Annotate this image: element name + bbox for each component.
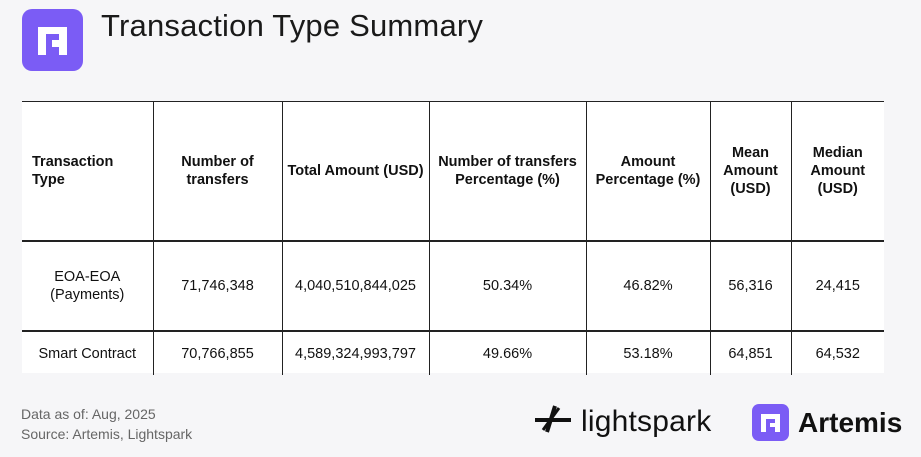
table-cell: 64,851: [709, 331, 791, 375]
data-as-of-note: Data as of: Aug, 2025: [21, 406, 156, 422]
artemis-wordmark: Artemis: [798, 406, 903, 438]
table-cell: 64,532: [790, 331, 884, 375]
page-title: Transaction Type Summary: [101, 8, 484, 43]
column-header-median-amount: Median Amount (USD): [790, 102, 884, 242]
table-cell: Smart Contract: [38, 345, 137, 362]
table-cell: 56,316: [709, 241, 791, 332]
column-header-transaction-type: Transaction Type: [22, 102, 153, 242]
table-cell: 53.18%: [585, 331, 710, 375]
column-header-amount-percentage: Amount Percentage (%): [585, 102, 710, 242]
table-cell: 49.66%: [428, 331, 586, 375]
table-header-row: Transaction Type Number of transfers Tot…: [22, 102, 884, 242]
table-cell: 4,589,324,993,797: [281, 331, 429, 375]
column-header-number-of-transfers: Number of transfers: [152, 102, 282, 242]
source-note: Source: Artemis, Lightspark: [21, 426, 193, 442]
table-row: Smart Contract 70,766,855 4,589,324,993,…: [22, 331, 884, 375]
column-header-transfers-percentage: Number of transfers Percentage (%): [428, 102, 586, 242]
lightspark-wordmark: lightspark: [581, 404, 712, 438]
artemis-logo-icon: [22, 9, 83, 71]
lightspark-icon: [533, 404, 573, 439]
table-cell: 4,040,510,844,025: [281, 241, 429, 332]
table-cell: 24,415: [790, 241, 884, 332]
table-cell: EOA-EOA (Payments): [22, 241, 153, 332]
artemis-small-logo-icon: [752, 404, 789, 441]
summary-table: Transaction Type Number of transfers Tot…: [22, 102, 884, 375]
footer-notes: Data as of: Aug, 2025 Source: Artemis, L…: [21, 404, 192, 444]
column-header-mean-amount: Mean Amount (USD): [709, 102, 791, 242]
summary-table-container: Transaction Type Number of transfers Tot…: [22, 102, 884, 375]
table-cell: 71,746,348: [152, 241, 282, 332]
table-row: EOA-EOA (Payments) 71,746,348 4,040,510,…: [22, 241, 884, 332]
table-cell: 50.34%: [428, 241, 586, 332]
artemis-brand: Artemis: [752, 404, 902, 441]
lightspark-brand: lightspark: [533, 404, 711, 439]
table-cell: 46.82%: [585, 241, 710, 332]
table-cell: 70,766,855: [152, 331, 282, 375]
column-header-total-amount: Total Amount (USD): [281, 102, 429, 242]
